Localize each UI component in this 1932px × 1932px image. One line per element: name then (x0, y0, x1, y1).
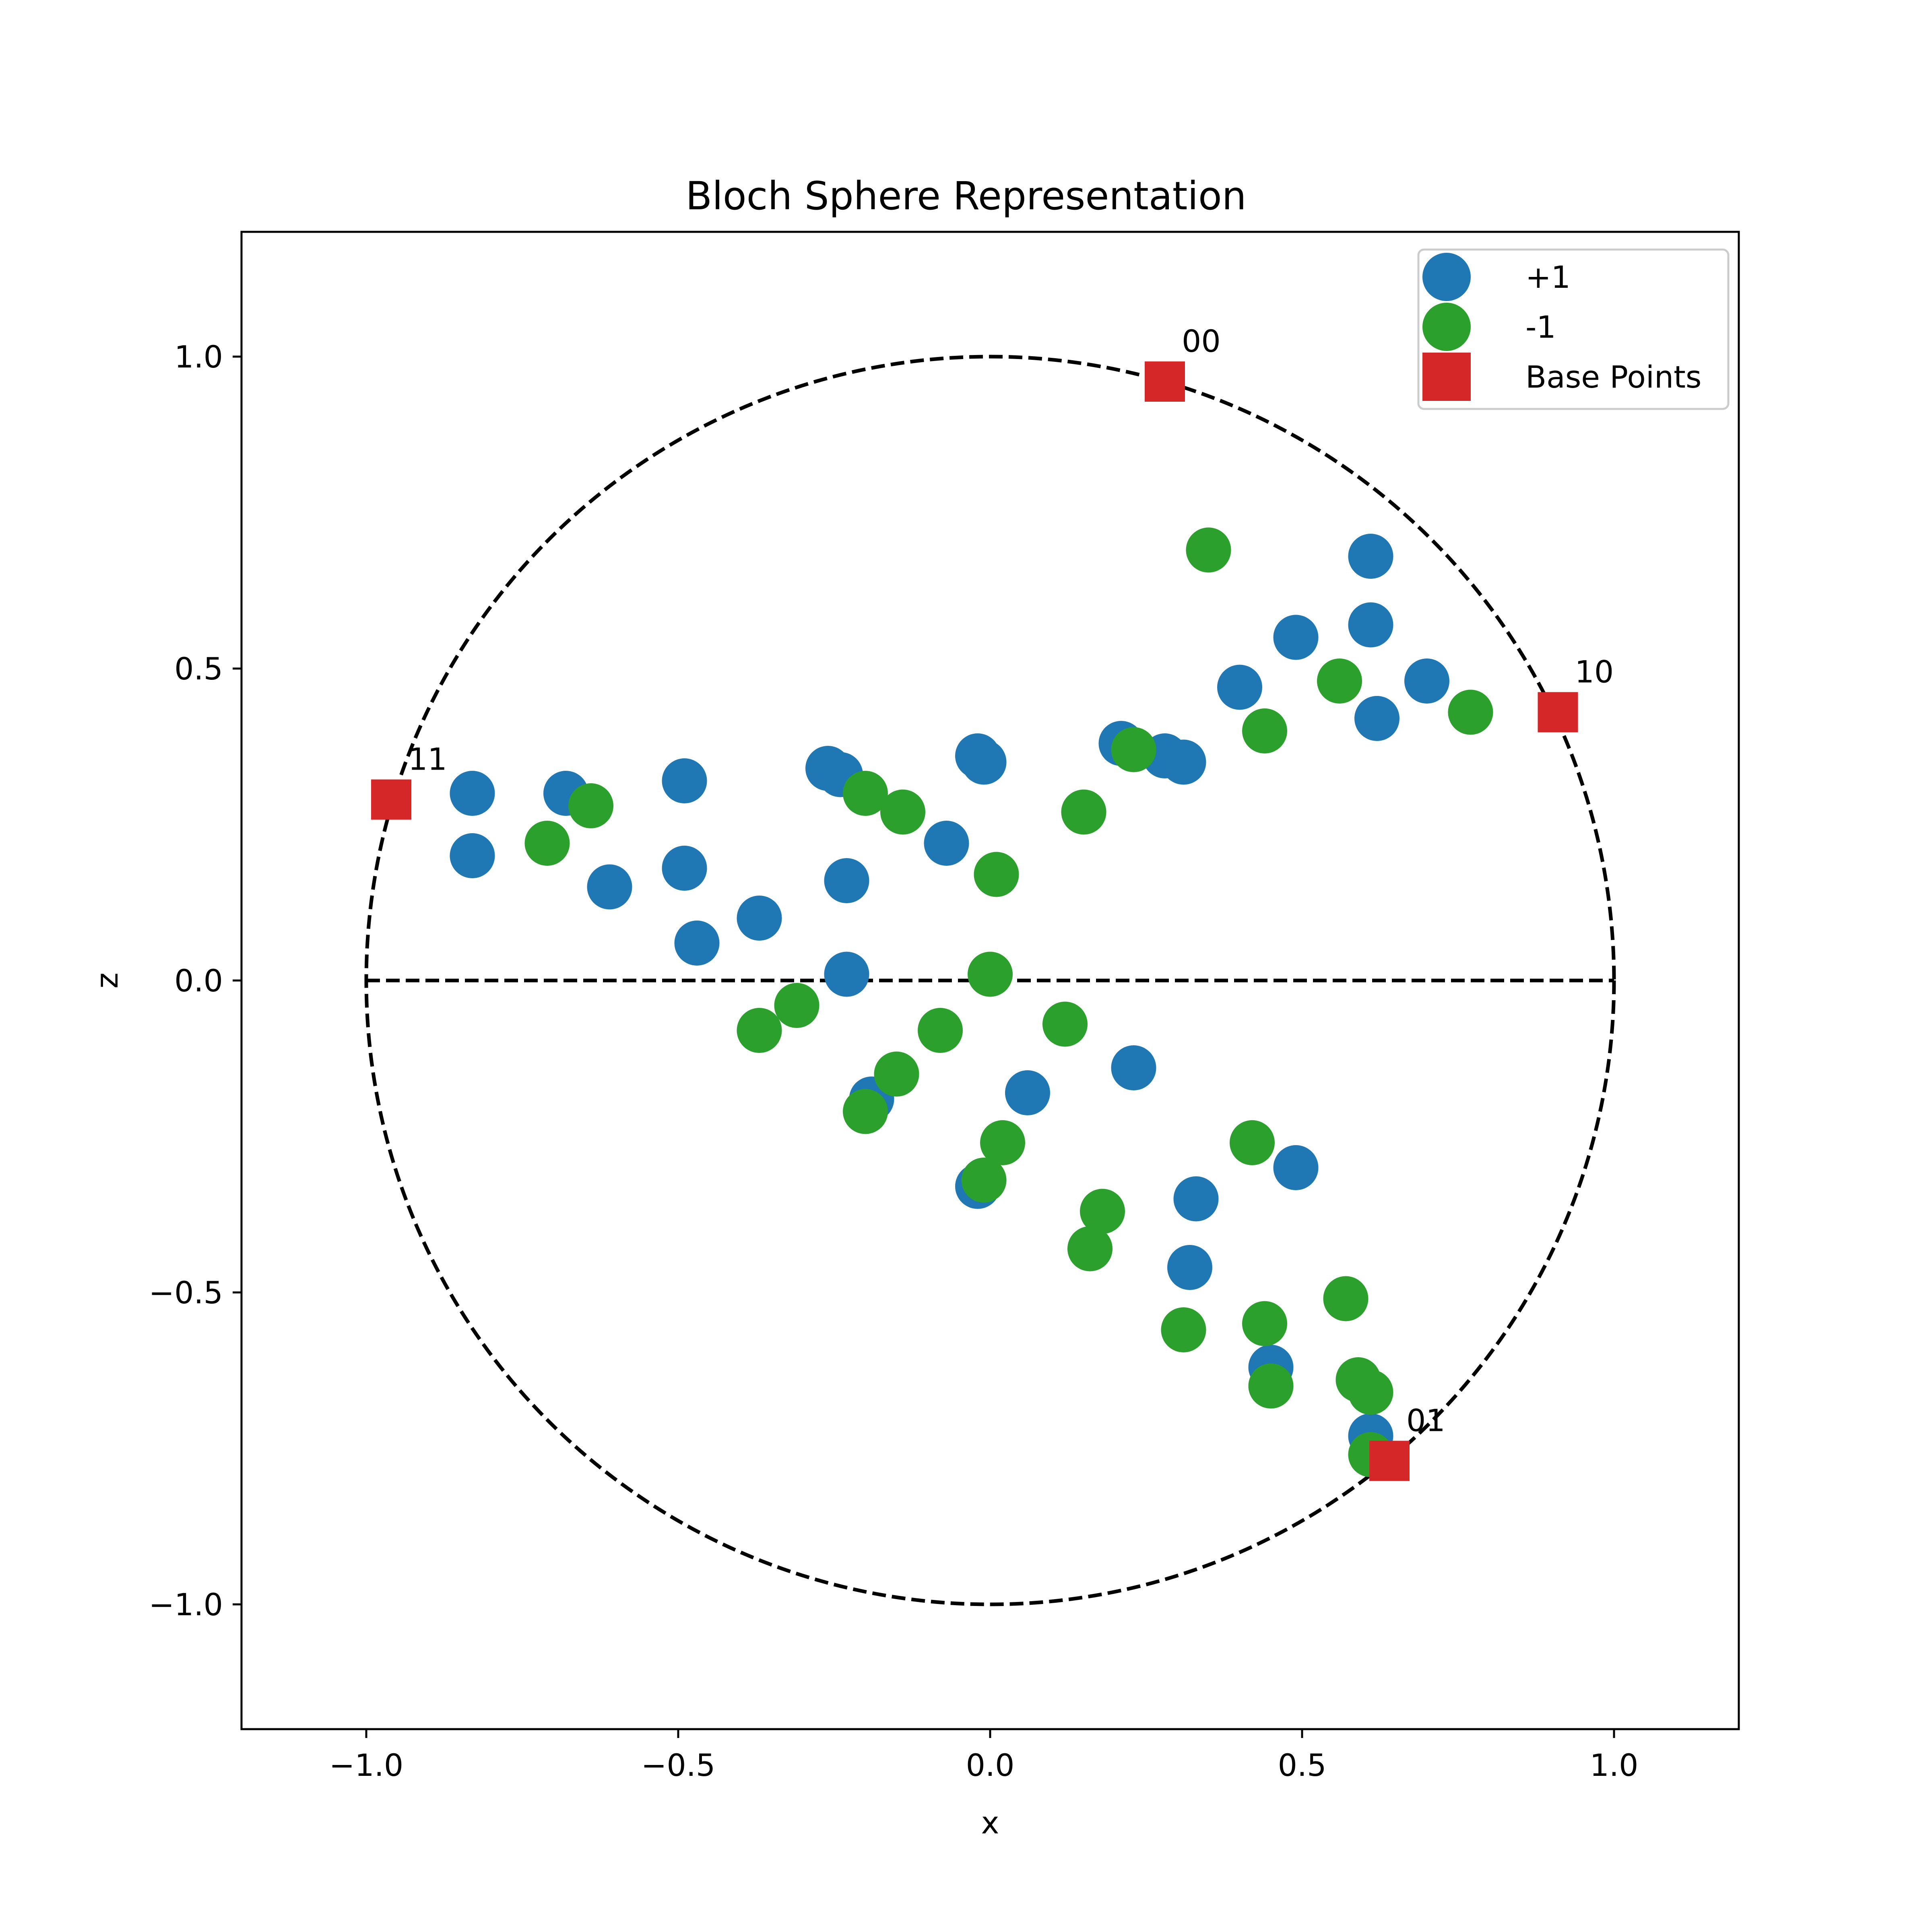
plus-one-point (1273, 1145, 1319, 1190)
chart-title: Bloch Sphere Representation (685, 173, 1246, 219)
base-point-label: 11 (408, 741, 447, 777)
minus-one-point (1067, 1226, 1113, 1271)
minus-one-point (843, 771, 888, 816)
minus-one-point (1061, 789, 1106, 835)
minus-one-point (843, 1089, 888, 1134)
x-tick-label: −0.5 (641, 1747, 716, 1783)
plus-one-point (662, 758, 707, 803)
y-tick-label: −0.5 (149, 1275, 223, 1311)
minus-one-point (874, 1051, 919, 1097)
minus-one-point (918, 1008, 963, 1053)
legend-box (1417, 248, 1730, 410)
minus-one-point (1317, 658, 1362, 704)
minus-one-point (1186, 527, 1231, 573)
plus-one-point (824, 858, 869, 903)
minus-one-point (774, 983, 819, 1028)
legend-entries: +1 -1 Base Points (1422, 253, 1702, 401)
plus-one-point (924, 821, 969, 866)
axis-ticks: −1.0 −0.5 0.0 0.5 1.0 −1.0 −0.5 0.0 0.5 1.0 (149, 339, 1638, 1783)
minus-one-point (1111, 727, 1156, 772)
y-axis-label: z (89, 972, 125, 989)
minus-one-point (1161, 1307, 1206, 1352)
plus-one-point (674, 921, 720, 966)
base-point-marker (1145, 361, 1185, 402)
y-tick-label: 1.0 (174, 339, 223, 375)
minus-one-point (1230, 1120, 1275, 1165)
base-point-label: 00 (1182, 323, 1221, 359)
y-tick-label: 0.0 (174, 963, 223, 999)
legend-square-marker (1422, 353, 1471, 401)
plus-one-point (1217, 665, 1262, 710)
x-tick-label: −1.0 (329, 1747, 404, 1783)
plus-one-point (450, 833, 495, 878)
plus-one-point (1348, 534, 1393, 579)
base-point-label: 01 (1406, 1403, 1445, 1439)
minus-one-point (568, 783, 613, 828)
x-axis-label: x (981, 1805, 999, 1841)
data-points: 00 10 11 01 (371, 323, 1614, 1481)
minus-one-point (961, 1158, 1007, 1203)
plus-one-point (1173, 1176, 1219, 1222)
base-point-marker (1369, 1441, 1410, 1481)
x-tick-label: 0.0 (966, 1747, 1015, 1783)
legend-label: +1 (1525, 259, 1571, 295)
plus-one-point (737, 896, 782, 941)
plus-one-point (450, 771, 495, 816)
minus-one-point (524, 821, 570, 866)
base-point-label: 10 (1575, 654, 1614, 690)
minus-one-point (880, 789, 925, 835)
legend: +1 -1 Base Points (1417, 248, 1730, 410)
minus-one-point (1448, 689, 1493, 735)
legend-label: -1 (1525, 309, 1556, 345)
minus-one-point (1042, 1001, 1088, 1047)
legend-label: Base Points (1525, 359, 1702, 395)
minus-one-point (1248, 1363, 1294, 1409)
minus-one-point (1080, 1189, 1125, 1234)
minus-one-point (737, 1008, 782, 1053)
minus-one-point (974, 852, 1019, 897)
plus-one-point (824, 952, 869, 997)
plus-one-point (587, 864, 632, 910)
plus-one-point (1354, 696, 1399, 741)
plus-one-point (662, 846, 707, 891)
legend-circle-marker (1422, 253, 1471, 301)
base-point-marker (371, 779, 411, 820)
minus-one-point (980, 1120, 1025, 1165)
minus-one-point (1242, 1301, 1287, 1346)
plot-frame (240, 231, 1740, 1730)
base-point-marker (1538, 692, 1578, 733)
minus-one-point (1242, 708, 1287, 753)
x-tick-label: 1.0 (1590, 1747, 1639, 1783)
plus-one-point (1167, 1245, 1212, 1290)
plus-one-point (1404, 658, 1449, 704)
plus-one-point (1348, 602, 1393, 648)
plus-one-point (1161, 739, 1206, 785)
y-tick-label: −1.0 (149, 1587, 223, 1622)
minus-one-point (1348, 1370, 1393, 1415)
minus-one-point (968, 952, 1013, 997)
plus-one-point (1111, 1045, 1156, 1090)
plus-one-point (961, 739, 1007, 785)
plus-one-point (1273, 615, 1319, 660)
x-tick-label: 0.5 (1278, 1747, 1327, 1783)
y-tick-label: 0.5 (174, 651, 223, 687)
legend-circle-marker (1422, 303, 1471, 351)
minus-one-point (1323, 1276, 1368, 1321)
plus-one-point (1005, 1070, 1050, 1115)
